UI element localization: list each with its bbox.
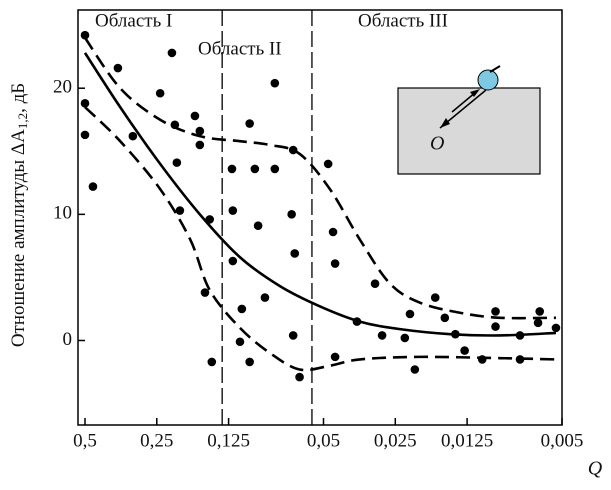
probe	[477, 69, 499, 91]
point	[235, 337, 245, 347]
point	[288, 145, 298, 155]
point	[195, 126, 205, 136]
point	[80, 99, 90, 108]
point	[270, 164, 280, 174]
y-axis-label-main: Отношение амплитуды ΔA	[8, 129, 29, 347]
y-axis-label-unit: , дБ	[8, 83, 29, 113]
region-label: Область III	[358, 10, 448, 31]
y-axis-label: Отношение амплитуды ΔA1,2, дБ	[8, 83, 30, 347]
inset-block	[397, 87, 541, 175]
point	[260, 293, 270, 302]
inset: O	[397, 65, 541, 175]
point	[405, 309, 415, 319]
point	[227, 164, 237, 174]
probe-cable	[489, 65, 501, 73]
point	[460, 346, 469, 355]
point	[113, 63, 123, 73]
point	[430, 293, 440, 302]
point	[190, 111, 200, 121]
point	[400, 333, 410, 343]
point	[228, 206, 238, 215]
point	[370, 279, 380, 289]
point	[477, 355, 487, 364]
point	[287, 210, 296, 219]
point	[195, 140, 205, 150]
region-label: Область II	[198, 38, 282, 59]
point	[330, 352, 340, 362]
point	[175, 206, 185, 215]
arrow-head	[440, 118, 450, 128]
point	[295, 372, 304, 382]
point	[155, 88, 165, 98]
plot-frame	[77, 9, 563, 426]
y-tick-label: 20	[53, 77, 72, 98]
point	[533, 318, 543, 328]
point	[377, 331, 387, 340]
point	[245, 357, 254, 367]
point	[352, 317, 362, 326]
y-tick-label: 0	[63, 329, 73, 350]
point	[207, 357, 217, 367]
curve	[83, 37, 556, 320]
curve	[84, 106, 556, 372]
point	[410, 365, 420, 374]
point	[451, 329, 460, 339]
x-tick-label: 0,025	[374, 430, 417, 451]
point	[323, 159, 333, 169]
y-axis-label-sub: 1,2	[15, 113, 30, 129]
arrow	[451, 91, 477, 113]
point	[515, 331, 525, 340]
point	[290, 249, 300, 258]
arrow-head	[470, 89, 480, 97]
point	[228, 256, 238, 266]
point	[245, 119, 254, 128]
x-tick-label: 0,05	[307, 430, 340, 451]
point	[288, 331, 298, 340]
point	[172, 158, 182, 167]
x-tick-label: 0,005	[541, 430, 584, 451]
point	[270, 78, 280, 88]
point	[330, 259, 340, 268]
point	[170, 120, 180, 130]
region-label: Область I	[95, 10, 172, 31]
point	[80, 30, 90, 40]
point	[253, 221, 263, 230]
x-tick-label: 0,125	[207, 430, 250, 451]
x-tick-label: 0,0125	[441, 430, 493, 451]
y-tick-label: 10	[53, 203, 72, 224]
inset-label: O	[430, 133, 444, 155]
point	[200, 288, 210, 297]
point	[80, 130, 90, 140]
point	[167, 48, 177, 58]
x-tick-label: 0,5	[73, 430, 97, 451]
point	[328, 227, 338, 237]
x-tick-label: 0,25	[140, 430, 173, 451]
point	[515, 355, 525, 364]
point	[205, 215, 215, 224]
point	[88, 182, 98, 191]
point	[237, 304, 247, 314]
point	[535, 307, 545, 316]
point	[440, 313, 450, 323]
point	[128, 131, 138, 141]
x-axis-label: Q	[588, 458, 603, 480]
point	[250, 164, 260, 174]
point	[551, 323, 561, 333]
point	[491, 322, 500, 331]
point	[491, 307, 500, 316]
